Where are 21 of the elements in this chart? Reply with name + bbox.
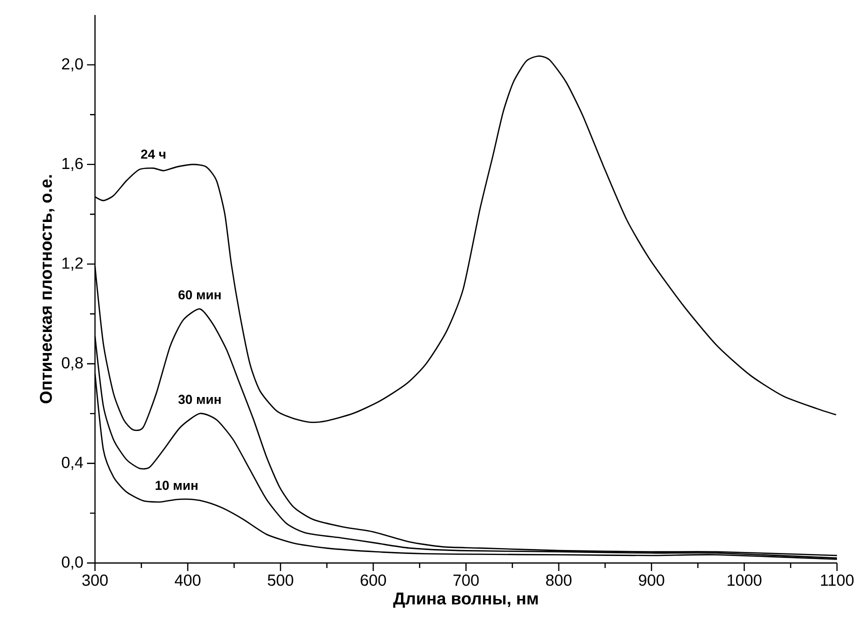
x-tick-label: 300 xyxy=(82,574,108,586)
x-tick-label: 600 xyxy=(360,574,386,586)
y-tick-label: 1,6 xyxy=(62,158,83,172)
x-tick-label: 1000 xyxy=(728,574,762,586)
series-label: 60 мин xyxy=(178,290,221,300)
x-tick-label: 1100 xyxy=(821,574,854,586)
series-label: 24 ч xyxy=(141,150,166,159)
x-tick-label: 900 xyxy=(638,574,664,586)
series-label: 30 мин xyxy=(178,394,221,404)
x-tick-label: 500 xyxy=(268,574,294,586)
series-label: 10 мин xyxy=(156,480,198,490)
y-tick-label: 0,4 xyxy=(62,456,84,470)
y-tick-label: 1,2 xyxy=(62,257,83,271)
y-tick-label: 0,8 xyxy=(62,357,83,370)
y-tick-label: 2,0 xyxy=(62,58,83,72)
y-tick-label: 0,0 xyxy=(62,556,83,570)
x-tick-label: 700 xyxy=(453,574,479,586)
y-axis-title: Оптическая плотность, о.е. xyxy=(40,175,54,404)
x-axis-title: Длина волны, нм xyxy=(393,592,538,608)
x-tick-label: 800 xyxy=(546,574,572,586)
x-tick-label: 400 xyxy=(174,574,200,586)
